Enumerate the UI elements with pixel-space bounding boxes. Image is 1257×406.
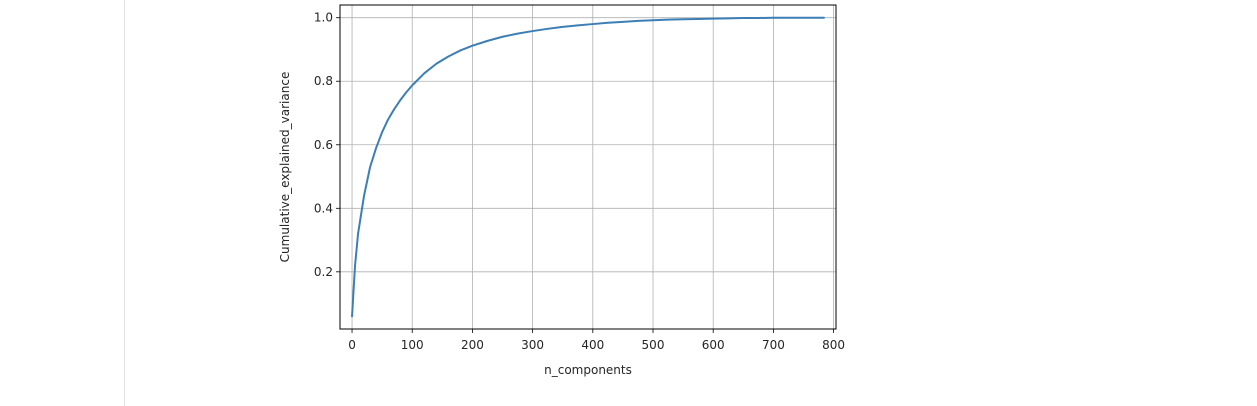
x-tick-label: 100 xyxy=(401,338,424,352)
x-tick-label: 700 xyxy=(762,338,785,352)
x-tick-label: 400 xyxy=(581,338,604,352)
x-tick-label: 300 xyxy=(521,338,544,352)
y-tick-label: 0.2 xyxy=(314,265,333,279)
y-axis-label: Cumulative_explained_variance xyxy=(278,72,292,263)
x-tick-label: 800 xyxy=(822,338,845,352)
y-tick-label: 0.6 xyxy=(314,138,333,152)
grid xyxy=(340,5,836,329)
x-tick-label: 0 xyxy=(348,338,356,352)
axes-frame xyxy=(339,4,837,330)
y-tick-label: 0.4 xyxy=(314,201,333,215)
x-tick-label: 600 xyxy=(702,338,725,352)
x-tick-label: 500 xyxy=(642,338,665,352)
notebook-cell-gutter xyxy=(124,0,125,406)
y-tick-label: 1.0 xyxy=(314,11,333,25)
y-tick-label: 0.8 xyxy=(314,74,333,88)
ticks: 0 100 200 300 400 500 600 700 800 0.2 0.4 0.6 0.8 1.0 xyxy=(314,11,845,352)
series-line xyxy=(351,16,825,318)
x-tick-label: 200 xyxy=(461,338,484,352)
x-axis-label: n_components xyxy=(544,363,632,377)
plot-area xyxy=(351,16,825,318)
